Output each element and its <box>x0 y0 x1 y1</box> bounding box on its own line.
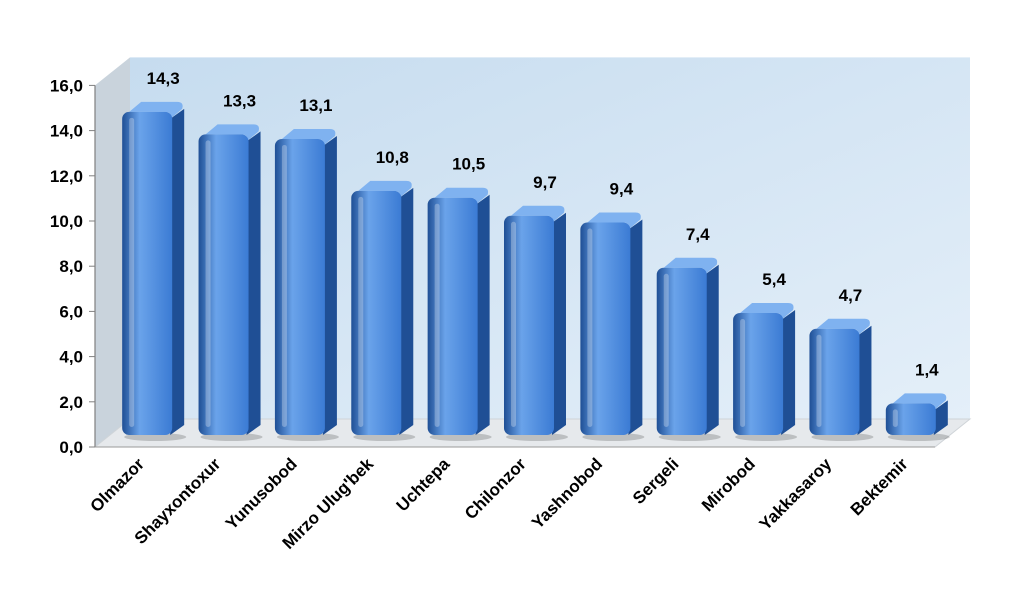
data-label: 13,1 <box>299 96 332 115</box>
bar-highlight <box>892 409 898 427</box>
category-label: Yakkasaroy <box>756 454 836 534</box>
data-label: 9,7 <box>533 173 557 192</box>
bar-side <box>781 309 796 435</box>
side-wall <box>95 57 130 448</box>
category-label: Mirobod <box>698 454 759 515</box>
bar-10 <box>809 318 874 441</box>
bar-highlight <box>281 144 287 427</box>
bar-side <box>704 264 719 435</box>
bar-top <box>205 124 259 142</box>
bar-side <box>552 212 566 435</box>
data-label: 14,3 <box>147 69 180 88</box>
bar-side <box>475 194 490 435</box>
data-label: 9,4 <box>610 180 634 199</box>
data-label: 13,3 <box>223 91 256 110</box>
bar-side <box>628 219 643 435</box>
bar-side <box>399 187 414 435</box>
bar-side <box>170 108 185 435</box>
data-label: 10,5 <box>452 155 485 174</box>
bar-highlight <box>205 140 211 428</box>
y-tick-label: 10,0 <box>50 212 83 231</box>
bar-3 <box>274 128 339 441</box>
bar-1 <box>122 101 187 441</box>
bar-front <box>427 197 478 435</box>
bar-2 <box>198 124 263 441</box>
bar-side <box>857 325 872 435</box>
bar-front <box>274 138 325 435</box>
bar-top <box>511 205 565 223</box>
y-tick-label: 2,0 <box>59 393 83 412</box>
category-label: Uchtepa <box>393 454 454 515</box>
bar-top <box>434 187 489 205</box>
bar-top <box>129 101 183 119</box>
bar-highlight <box>816 334 822 427</box>
bar-highlight <box>663 273 669 427</box>
bar-front <box>733 312 784 435</box>
bar-highlight <box>129 117 135 427</box>
bar-side <box>322 135 337 435</box>
bar-side <box>933 400 948 435</box>
data-label: 1,4 <box>915 360 939 379</box>
bar-top <box>892 393 947 411</box>
bar-front <box>580 222 631 435</box>
y-tick-label: 14,0 <box>50 122 83 141</box>
bar-top <box>663 257 718 275</box>
y-tick-label: 4,0 <box>59 348 83 367</box>
bar-5 <box>427 187 492 441</box>
bar-front <box>809 328 860 435</box>
bar-11 <box>885 393 950 441</box>
category-label: Olmazor <box>86 454 148 516</box>
bar-highlight <box>358 196 364 427</box>
data-label: 7,4 <box>686 225 710 244</box>
bar-highlight <box>740 318 746 427</box>
bar-front <box>504 215 554 435</box>
bar-side <box>246 131 261 436</box>
y-tick-label: 12,0 <box>50 167 83 186</box>
category-label: Chilonzor <box>461 454 530 523</box>
data-label: 5,4 <box>762 270 786 289</box>
bar-7 <box>580 212 645 441</box>
bar-highlight <box>511 221 516 427</box>
category-label: Sergeli <box>629 454 683 508</box>
bar-front <box>885 403 936 435</box>
bar-front <box>351 190 402 435</box>
category-label: Yashnobod <box>528 454 606 532</box>
bar-highlight <box>434 203 440 427</box>
y-tick-label: 16,0 <box>50 76 83 95</box>
category-label: Yunusobod <box>222 454 301 533</box>
bar-highlight <box>587 228 593 427</box>
data-label: 10,8 <box>376 148 409 167</box>
bar-front <box>198 134 249 436</box>
y-tick-label: 6,0 <box>59 302 83 321</box>
bar-top <box>587 212 641 230</box>
y-tick-label: 8,0 <box>59 257 83 276</box>
bar-front <box>122 111 173 435</box>
bar-top <box>740 302 794 320</box>
data-label: 4,7 <box>839 286 863 305</box>
bar-6 <box>504 205 568 441</box>
bar-top <box>358 180 412 198</box>
bar-top <box>281 128 336 146</box>
y-tick-label: 0,0 <box>59 438 83 457</box>
bar-4 <box>351 180 416 441</box>
bar-top <box>816 318 870 336</box>
bar-front <box>656 267 707 435</box>
bars: 14,3 13,3 13,1 10,8 10,5 9,7 9,4 7,4 5,4 4,7 1,4 <box>122 69 950 441</box>
y-axis: 0,0 2,0 4,0 6,0 8,0 10,0 12,0 14,0 16,0 <box>50 76 935 457</box>
category-label: Bektemir <box>847 454 912 519</box>
bar-9 <box>733 302 798 441</box>
bar-8 <box>656 257 721 441</box>
